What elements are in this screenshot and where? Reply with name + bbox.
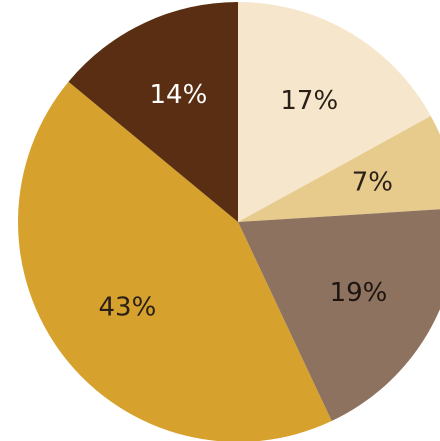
pie-slice-label: 7%: [352, 167, 393, 197]
pie-slice-label: 17%: [280, 86, 338, 116]
pie-labels: 17% 7% 19% 43% 14%: [99, 80, 394, 322]
pie-slice-7: [238, 116, 440, 222]
pie-slice-label: 43%: [99, 292, 157, 322]
pie-slice-17: [238, 1, 431, 222]
pie-slice-19: [238, 209, 440, 422]
pie-slices: [18, 1, 440, 441]
pie-slice-14: [68, 2, 239, 222]
pie-slice-label: 14%: [150, 80, 208, 110]
pie-slice-label: 19%: [330, 278, 388, 308]
pie-slice-43: [18, 81, 332, 441]
